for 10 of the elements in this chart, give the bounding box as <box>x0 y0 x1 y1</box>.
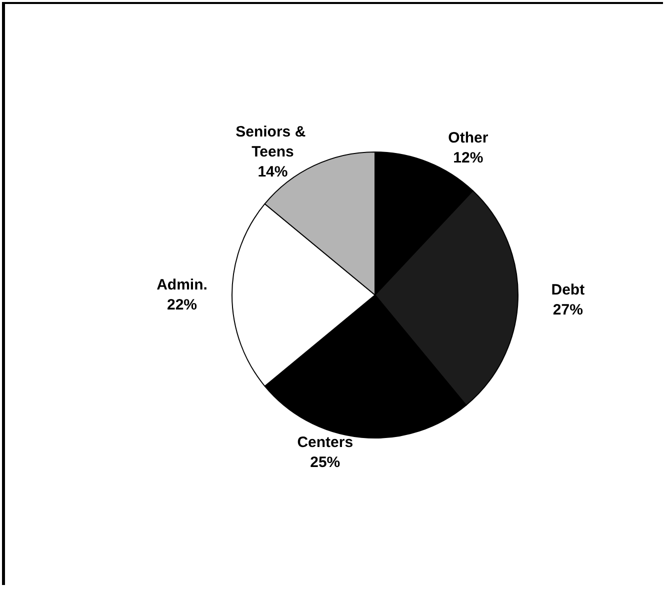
data-label: 14% <box>258 164 288 181</box>
slice-label: Admin. <box>156 276 208 294</box>
data-label: 27% <box>552 301 583 318</box>
slice-label: Centers <box>297 434 354 451</box>
data-label: 22% <box>166 296 198 314</box>
data-label: 12% <box>453 150 484 167</box>
slice-label: Debt <box>551 281 585 298</box>
slice-label: Other <box>448 130 488 147</box>
data-label: 25% <box>310 454 340 471</box>
slice-label: Seniors & Teens <box>236 124 310 161</box>
